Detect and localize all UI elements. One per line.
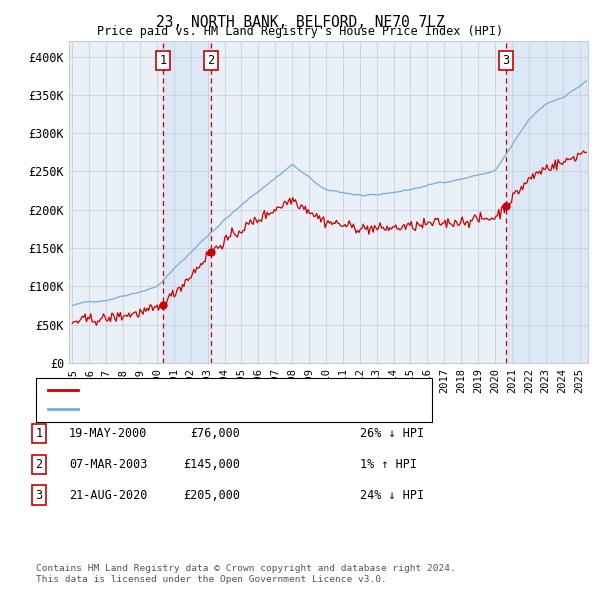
Bar [163,41,211,363]
Text: 24% ↓ HPI: 24% ↓ HPI [360,489,424,502]
Bar [506,41,588,363]
Text: £145,000: £145,000 [183,458,240,471]
Text: 2: 2 [35,458,43,471]
Text: 19-MAY-2000: 19-MAY-2000 [69,427,148,440]
Text: 23, NORTH BANK, BELFORD, NE70 7LZ: 23, NORTH BANK, BELFORD, NE70 7LZ [155,15,445,30]
Text: 21-AUG-2020: 21-AUG-2020 [69,489,148,502]
Text: 1: 1 [35,427,43,440]
Text: £76,000: £76,000 [190,427,240,440]
Text: HPI: Average price, detached house, Northumberland: HPI: Average price, detached house, Nort… [84,405,409,414]
Text: 1: 1 [160,54,167,67]
Text: 1% ↑ HPI: 1% ↑ HPI [360,458,417,471]
Text: Price paid vs. HM Land Registry's House Price Index (HPI): Price paid vs. HM Land Registry's House … [97,25,503,38]
Text: £205,000: £205,000 [183,489,240,502]
Text: 2: 2 [207,54,214,67]
Text: 3: 3 [502,54,509,67]
Text: This data is licensed under the Open Government Licence v3.0.: This data is licensed under the Open Gov… [36,575,387,584]
Text: 07-MAR-2003: 07-MAR-2003 [69,458,148,471]
Text: 26% ↓ HPI: 26% ↓ HPI [360,427,424,440]
Text: 23, NORTH BANK, BELFORD, NE70 7LZ (detached house): 23, NORTH BANK, BELFORD, NE70 7LZ (detac… [84,385,409,395]
Text: 3: 3 [35,489,43,502]
Text: Contains HM Land Registry data © Crown copyright and database right 2024.: Contains HM Land Registry data © Crown c… [36,565,456,573]
